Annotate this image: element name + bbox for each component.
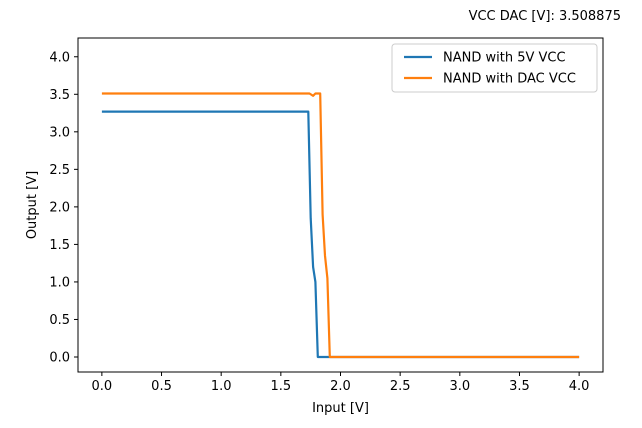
y-tick-label: 2.5 — [49, 163, 70, 178]
x-tick-label: 0.0 — [92, 379, 113, 394]
y-tick-label: 4.0 — [49, 50, 70, 65]
x-axis: 0.0 0.5 1.0 1.5 2.0 2.5 3.0 3.5 4.0 — [92, 372, 590, 394]
y-tick-label: 3.5 — [49, 88, 70, 103]
x-tick-label: 1.5 — [270, 379, 291, 394]
x-tick-label: 2.5 — [390, 379, 411, 394]
y-tick-label: 2.0 — [49, 200, 70, 215]
series-layer — [101, 92, 580, 359]
series-line-2 — [101, 92, 580, 359]
series-line-1 — [101, 110, 580, 359]
x-tick-label: 3.5 — [509, 379, 530, 394]
vcc-dac-readout: VCC DAC [V]: 3.508875 — [469, 9, 621, 24]
legend-box — [391, 43, 598, 93]
x-tick-label: 4.0 — [569, 379, 590, 394]
legend-label: NAND with 5V VCC — [443, 51, 566, 66]
legend-label: NAND with DAC VCC — [443, 72, 576, 87]
y-tick-label: 0.0 — [49, 350, 70, 365]
y-tick-label: 0.5 — [49, 313, 70, 328]
legend: NAND with 5V VCC NAND with DAC VCC — [391, 43, 598, 93]
y-tick-label: 1.0 — [49, 275, 70, 290]
y-axis-label: Output [V] — [25, 171, 40, 239]
x-tick-label: 3.0 — [449, 379, 470, 394]
y-tick-label: 3.0 — [49, 125, 70, 140]
y-tick-label: 1.5 — [49, 238, 70, 253]
y-axis: 0.0 0.5 1.0 1.5 2.0 2.5 3.0 3.5 4.0 — [49, 50, 78, 365]
x-tick-label: 1.0 — [211, 379, 232, 394]
x-axis-label: Input [V] — [312, 401, 369, 416]
x-tick-label: 2.0 — [330, 379, 351, 394]
x-tick-label: 0.5 — [151, 379, 172, 394]
